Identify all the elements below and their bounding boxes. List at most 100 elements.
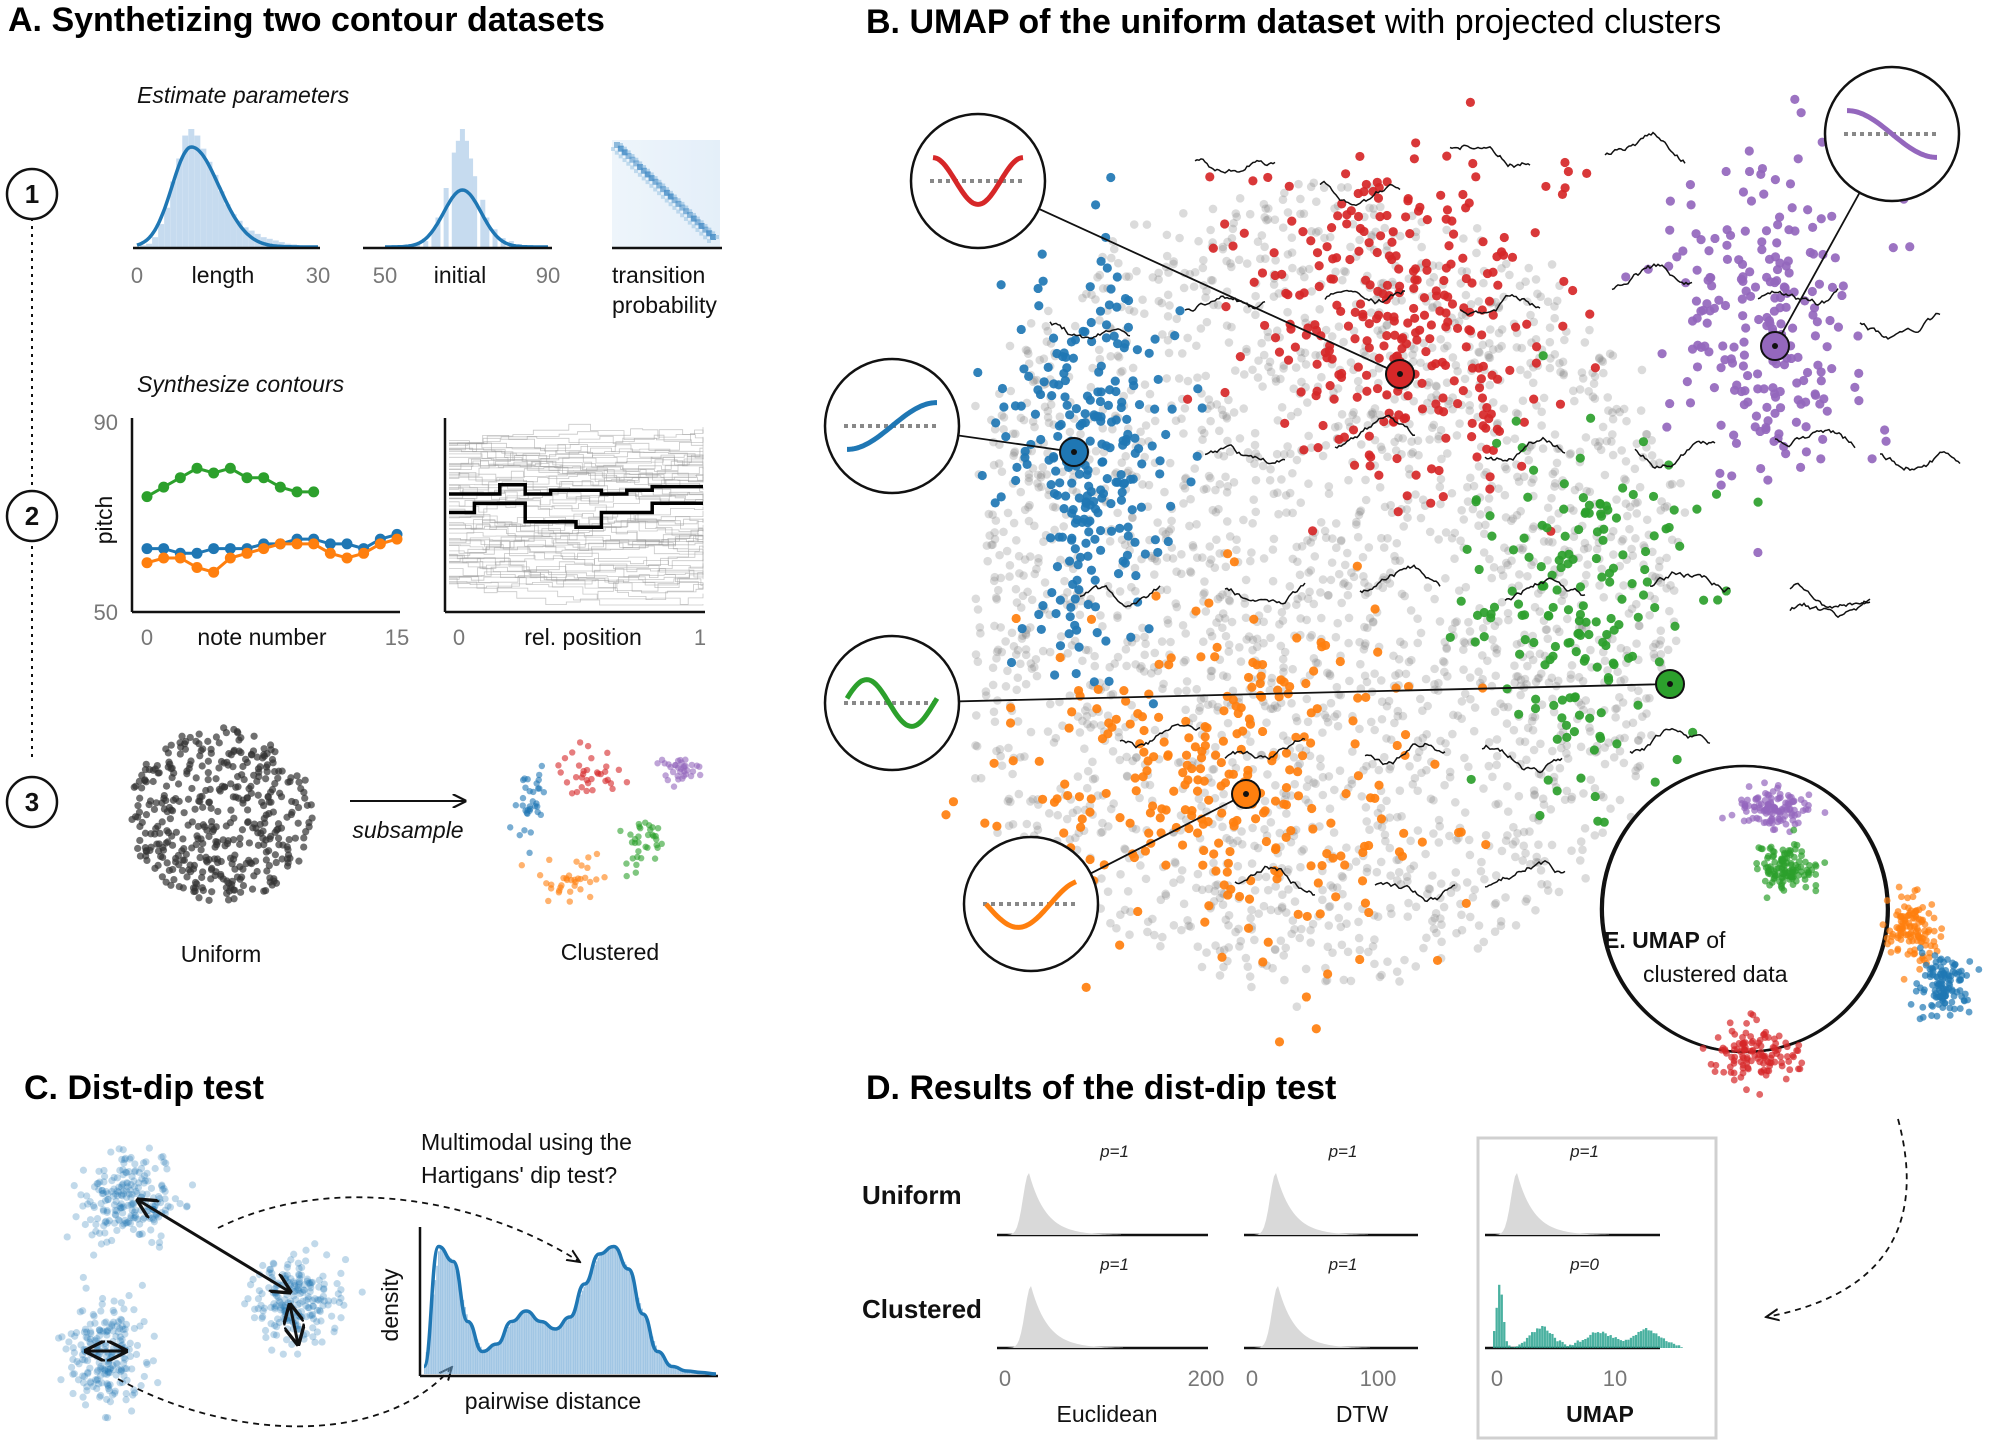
umap-cluster-point bbox=[1575, 630, 1586, 640]
umap-point bbox=[1621, 499, 1631, 508]
umap-cluster-point bbox=[1405, 228, 1415, 239]
panel-e-point bbox=[1764, 854, 1771, 862]
umap-point bbox=[1026, 727, 1036, 737]
umap-point bbox=[1055, 697, 1064, 707]
umap-cluster-point bbox=[1101, 320, 1112, 330]
umap-cluster-point bbox=[1739, 350, 1750, 360]
umap-point bbox=[1282, 601, 1291, 610]
uniform-point bbox=[260, 801, 268, 810]
uniform-point bbox=[300, 843, 308, 851]
clustered-point bbox=[536, 771, 543, 779]
umap-point bbox=[1259, 638, 1268, 648]
umap-point bbox=[1181, 629, 1190, 638]
umap-point bbox=[1248, 365, 1257, 375]
umap-point bbox=[1295, 743, 1304, 753]
umap-cluster-point bbox=[1678, 246, 1688, 256]
panel-e-point bbox=[1771, 874, 1779, 882]
umap-point bbox=[1344, 613, 1354, 623]
umap-point bbox=[1608, 450, 1618, 460]
umap-point bbox=[1335, 766, 1345, 776]
umap-point bbox=[1556, 743, 1566, 753]
clustered-point bbox=[658, 840, 665, 848]
uniform-point bbox=[271, 851, 279, 859]
umap-point bbox=[1208, 276, 1217, 285]
umap-point bbox=[1608, 526, 1618, 536]
transition-cell bbox=[653, 176, 658, 181]
umap-point bbox=[1122, 661, 1131, 671]
umap-point bbox=[1281, 908, 1291, 917]
umap-point bbox=[1655, 458, 1664, 468]
umap-point bbox=[1043, 406, 1053, 416]
umap-point bbox=[1150, 570, 1159, 579]
umap-point bbox=[1496, 699, 1505, 708]
umap-point bbox=[1005, 561, 1015, 570]
umap-point bbox=[1635, 621, 1644, 631]
umap-cluster-point bbox=[1365, 793, 1376, 803]
umap-cluster-point bbox=[1769, 306, 1779, 316]
clustered-point bbox=[604, 749, 611, 757]
background-contour bbox=[449, 520, 704, 551]
umap-point bbox=[1321, 325, 1331, 335]
umap-point bbox=[1428, 916, 1437, 926]
umap-point bbox=[1113, 611, 1122, 620]
umap-point bbox=[1073, 772, 1083, 781]
umap-point bbox=[1492, 751, 1502, 761]
clustered-point bbox=[609, 785, 616, 793]
clustered-point bbox=[519, 794, 527, 802]
umap-point bbox=[1003, 666, 1012, 676]
umap-point bbox=[1494, 344, 1503, 353]
umap-point bbox=[1436, 334, 1445, 344]
umap-point bbox=[1443, 671, 1452, 681]
umap-point bbox=[971, 711, 981, 720]
umap-point bbox=[1122, 772, 1132, 781]
umap-point bbox=[1492, 648, 1501, 658]
umap-point bbox=[1302, 615, 1311, 625]
umap-point bbox=[1115, 587, 1125, 596]
umap-point bbox=[1655, 640, 1664, 649]
umap-point bbox=[1272, 326, 1282, 336]
umap-point bbox=[1348, 410, 1357, 420]
umap-cluster-point bbox=[1816, 376, 1826, 386]
transition-cell bbox=[621, 149, 628, 156]
umap-point bbox=[1466, 473, 1475, 483]
umap-point bbox=[1272, 449, 1282, 459]
uniform-point bbox=[228, 860, 236, 868]
uniform-point bbox=[134, 802, 142, 810]
length-bar bbox=[152, 237, 159, 247]
umap-point bbox=[1547, 840, 1557, 850]
umap-cluster-point bbox=[1106, 172, 1116, 183]
umap-point bbox=[1298, 265, 1308, 275]
umap-point bbox=[1324, 482, 1334, 491]
umap-cluster-point bbox=[1117, 487, 1127, 497]
panel-e-point bbox=[1916, 1015, 1924, 1023]
umap-cluster-point bbox=[1764, 316, 1774, 326]
clustered-point bbox=[623, 778, 631, 786]
umap-cluster-point bbox=[1867, 454, 1877, 464]
umap-trace bbox=[1224, 737, 1306, 761]
umap-point bbox=[1413, 753, 1422, 762]
umap-point bbox=[1385, 579, 1395, 588]
uniform-point bbox=[295, 857, 303, 865]
umap-point bbox=[1001, 637, 1010, 646]
umap-point bbox=[1177, 550, 1186, 559]
clustered-point bbox=[563, 875, 570, 882]
umap-point bbox=[1203, 700, 1213, 710]
umap-point bbox=[1251, 507, 1261, 517]
umap-point bbox=[1598, 422, 1608, 432]
umap-point bbox=[1251, 291, 1260, 301]
umap-point bbox=[1129, 220, 1139, 229]
umap-point bbox=[1108, 689, 1118, 699]
contour-line bbox=[147, 532, 398, 555]
uniform-point bbox=[152, 799, 160, 807]
umap-cluster-point bbox=[1373, 193, 1384, 203]
umap-point bbox=[1250, 841, 1259, 851]
umap-point bbox=[1223, 718, 1233, 728]
clustered-point bbox=[577, 875, 584, 883]
umap-cluster-point bbox=[1073, 560, 1083, 570]
umap-point bbox=[1521, 849, 1530, 858]
clustered-point bbox=[601, 874, 608, 881]
umap-point bbox=[1080, 744, 1089, 754]
panel-e-point bbox=[1789, 816, 1797, 824]
umap-point bbox=[1510, 661, 1519, 670]
umap-cluster-point bbox=[1204, 795, 1214, 805]
